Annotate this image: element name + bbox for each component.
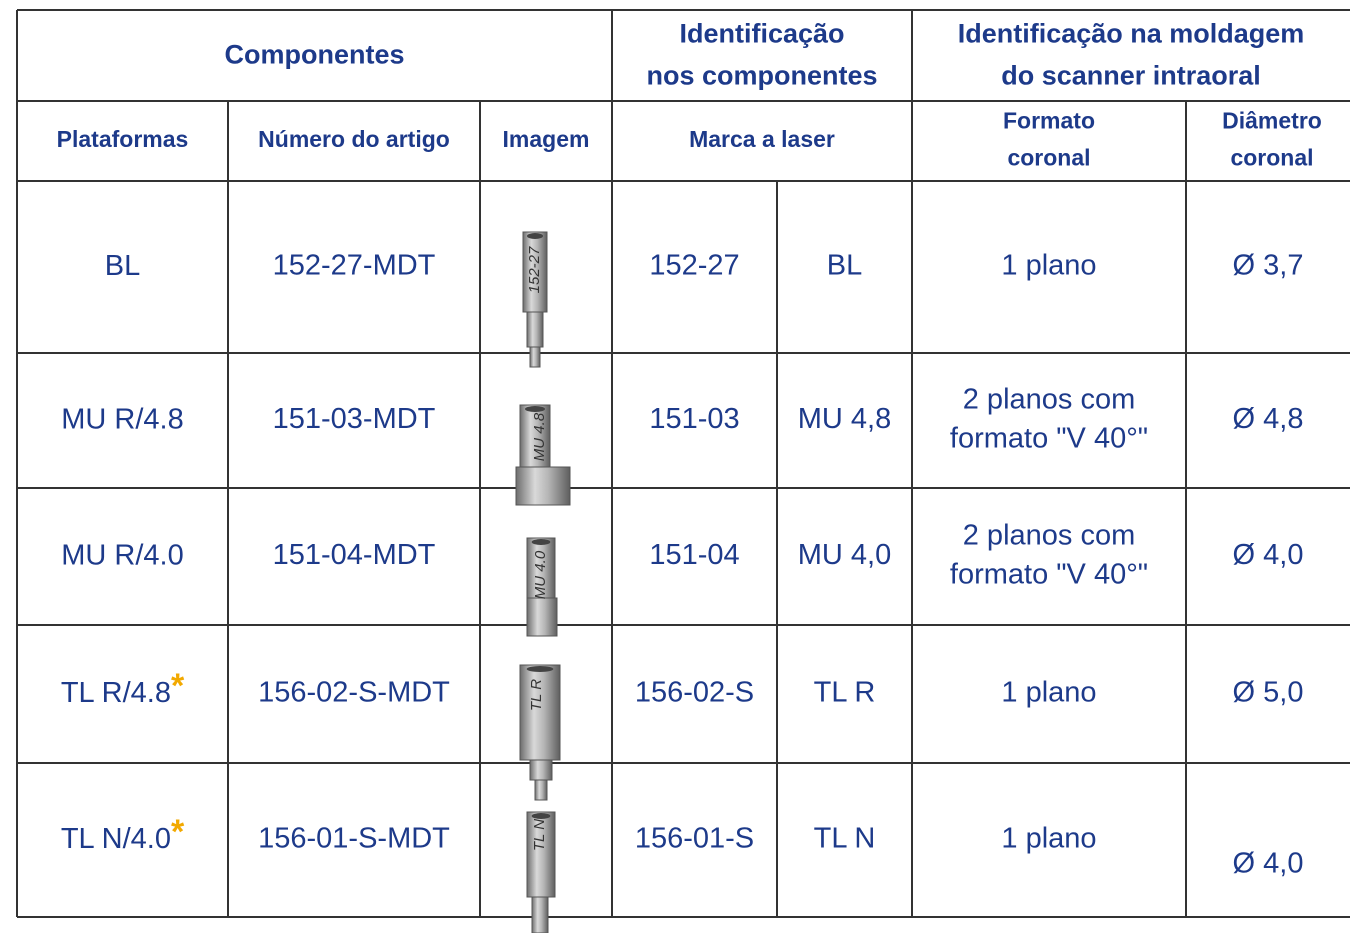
laser-mark: TL R: [814, 677, 876, 709]
implant-image: [519, 664, 561, 761]
implant-image: [526, 811, 556, 898]
article-number: 156-01-S-MDT: [258, 823, 450, 855]
implant-image: [529, 759, 553, 781]
laser-label: 152-27: [526, 246, 543, 293]
laser-code: 156-02-S: [635, 677, 754, 709]
column-header: Imagem: [503, 126, 590, 152]
group-header: do scanner intraoral: [1001, 61, 1261, 91]
implant-bore: [531, 539, 551, 545]
implant-image: [515, 466, 571, 506]
laser-mark: MU 4,0: [798, 539, 891, 571]
laser-code: 152-27: [649, 250, 739, 282]
column-header: Diâmetro: [1222, 108, 1322, 134]
footnote-mark: *: [171, 813, 185, 851]
laser-label: MU 4.8: [531, 412, 548, 461]
platform-name: MU R/4.0: [61, 539, 183, 571]
implant-image: [526, 597, 558, 637]
column-header: Formato: [1003, 108, 1095, 134]
implant-bore: [531, 813, 551, 819]
article-number: 156-02-S-MDT: [258, 677, 450, 709]
implant-bore: [525, 406, 545, 412]
laser-label: TL N: [531, 819, 548, 851]
coronal-format: 1 plano: [1001, 823, 1096, 855]
group-header: Identificação na moldagem: [958, 19, 1305, 49]
group-header: Componentes: [224, 40, 404, 70]
coronal-diameter: Ø 4,0: [1233, 848, 1304, 880]
laser-mark: TL N: [814, 823, 876, 855]
laser-mark: MU 4,8: [798, 403, 891, 435]
laser-label: MU 4.0: [532, 550, 549, 599]
coronal-format: formato "V 40°": [950, 559, 1148, 591]
group-header: nos componentes: [646, 61, 877, 91]
column-header: coronal: [1230, 145, 1313, 171]
implant-image: [534, 779, 548, 801]
coronal-format: 2 planos com: [963, 384, 1136, 416]
coronal-diameter: Ø 4,8: [1233, 403, 1304, 435]
article-number: 151-03-MDT: [273, 403, 436, 435]
column-header: Número do artigo: [258, 126, 450, 152]
laser-code: 151-04: [649, 539, 739, 571]
column-header: coronal: [1007, 145, 1090, 171]
laser-mark: BL: [827, 250, 862, 282]
article-number: 152-27-MDT: [273, 250, 436, 282]
platform-name: TL R/4.8: [61, 677, 171, 709]
platform-name: BL: [105, 250, 140, 282]
group-header: Identificação: [679, 19, 844, 49]
implant-image: [526, 311, 544, 348]
coronal-format: 2 planos com: [963, 520, 1136, 552]
implant-image: [529, 346, 541, 368]
article-number: 151-04-MDT: [273, 539, 436, 571]
coronal-format: formato "V 40°": [950, 423, 1148, 455]
platform-name: MU R/4.8: [61, 403, 183, 435]
platform: TL N/4.0*: [61, 813, 185, 855]
implant-bore: [527, 233, 543, 239]
coronal-diameter: Ø 4,0: [1233, 539, 1304, 571]
platform: BL: [105, 250, 140, 282]
coronal-diameter: Ø 5,0: [1233, 677, 1304, 709]
footnote-mark: *: [171, 667, 185, 705]
column-header: Marca a laser: [689, 126, 835, 152]
platform: TL R/4.8*: [61, 667, 185, 709]
platform-name: TL N/4.0: [61, 823, 171, 855]
laser-label: TL R: [528, 679, 545, 711]
implant-bore: [526, 666, 554, 672]
column-header: Plataformas: [57, 126, 189, 152]
laser-code: 156-01-S: [635, 823, 754, 855]
coronal-diameter: Ø 3,7: [1233, 250, 1304, 282]
coronal-format: 1 plano: [1001, 250, 1096, 282]
platform: MU R/4.0: [61, 539, 183, 571]
coronal-format: 1 plano: [1001, 677, 1096, 709]
implant-image: [531, 896, 549, 933]
laser-code: 151-03: [649, 403, 739, 435]
platform: MU R/4.8: [61, 403, 183, 435]
